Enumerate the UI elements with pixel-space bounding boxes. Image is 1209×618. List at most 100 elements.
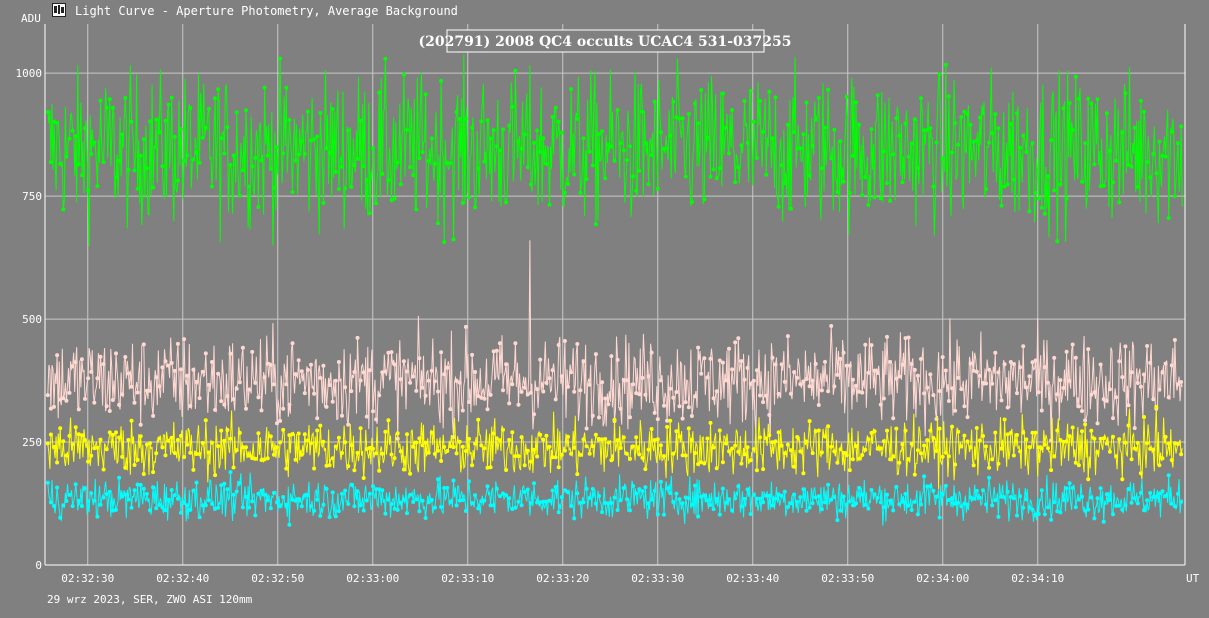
data-point <box>792 370 797 375</box>
data-point <box>658 130 663 135</box>
y-tick-label: 750 <box>22 190 42 203</box>
data-point <box>897 133 902 138</box>
data-point <box>336 187 341 191</box>
data-point <box>730 108 735 112</box>
data-point <box>696 345 701 350</box>
data-point <box>584 444 589 449</box>
data-point <box>779 493 784 498</box>
data-point <box>256 491 261 496</box>
y-tick-label: 0 <box>35 559 42 572</box>
data-point <box>652 438 657 442</box>
data-point <box>392 456 397 461</box>
data-point <box>946 454 951 459</box>
data-point <box>1008 495 1013 499</box>
data-point <box>321 502 326 507</box>
data-point <box>52 504 56 508</box>
data-point <box>959 444 964 449</box>
data-point <box>463 449 468 453</box>
light-curve-app-icon[interactable] <box>52 3 66 17</box>
data-point <box>699 371 704 376</box>
data-point <box>823 434 827 439</box>
data-point <box>569 451 574 456</box>
data-point <box>1080 409 1084 413</box>
data-point <box>151 185 156 190</box>
data-point <box>655 437 660 442</box>
data-point <box>950 424 954 429</box>
data-point <box>928 484 933 489</box>
data-point <box>556 119 561 124</box>
data-point <box>355 156 360 161</box>
data-point <box>1172 338 1177 342</box>
data-point <box>869 488 874 492</box>
data-point <box>662 146 666 151</box>
data-point <box>683 174 688 179</box>
data-point <box>250 349 255 354</box>
data-point <box>631 444 636 449</box>
data-point <box>1176 141 1180 146</box>
data-point <box>157 384 162 389</box>
data-point <box>507 437 512 442</box>
data-point <box>835 518 840 523</box>
data-point <box>813 117 818 122</box>
data-point <box>826 389 831 394</box>
data-point <box>838 356 843 361</box>
data-point <box>132 400 137 405</box>
data-point <box>371 409 375 414</box>
data-point <box>247 505 252 510</box>
data-point <box>631 484 636 488</box>
data-point <box>457 117 462 121</box>
data-point <box>767 89 772 94</box>
data-point <box>349 443 354 448</box>
data-point <box>268 506 273 511</box>
data-point <box>1098 362 1103 367</box>
data-point <box>175 496 180 501</box>
x-tick-label: 02:34:10 <box>1011 572 1064 585</box>
data-point <box>925 438 930 443</box>
data-point <box>665 486 670 491</box>
data-point <box>956 142 961 147</box>
data-point <box>1132 496 1137 501</box>
data-point <box>559 452 564 457</box>
data-point <box>665 146 670 151</box>
data-point <box>1036 445 1041 450</box>
data-point <box>900 362 905 367</box>
data-point <box>491 349 496 354</box>
data-point <box>408 380 413 385</box>
data-point <box>1163 494 1168 498</box>
data-point <box>485 465 490 470</box>
data-point <box>813 429 818 434</box>
data-point <box>891 152 896 157</box>
data-point <box>844 94 849 99</box>
data-point <box>216 371 221 376</box>
data-point <box>674 491 679 496</box>
data-point <box>816 95 821 100</box>
data-point <box>200 369 205 374</box>
data-point <box>281 427 286 432</box>
data-point <box>640 375 645 380</box>
data-point <box>179 433 183 438</box>
data-point <box>950 496 954 501</box>
data-point <box>401 72 406 77</box>
data-point <box>912 472 917 477</box>
data-point <box>1080 179 1084 184</box>
data-point <box>148 508 152 513</box>
data-point <box>1046 446 1050 451</box>
data-point <box>984 502 988 507</box>
data-point <box>606 142 611 147</box>
data-point <box>999 203 1004 208</box>
data-point <box>553 485 558 489</box>
data-point <box>278 440 283 445</box>
data-point <box>807 384 812 389</box>
data-point <box>850 503 855 508</box>
data-point <box>1005 432 1010 437</box>
data-point <box>733 180 738 185</box>
data-point <box>739 143 744 148</box>
data-point <box>838 139 843 144</box>
data-point <box>1086 477 1091 482</box>
data-point <box>705 375 710 380</box>
data-point <box>67 390 72 395</box>
data-point <box>151 413 156 418</box>
data-point <box>575 116 580 121</box>
data-point <box>624 378 629 383</box>
data-point <box>590 487 595 491</box>
